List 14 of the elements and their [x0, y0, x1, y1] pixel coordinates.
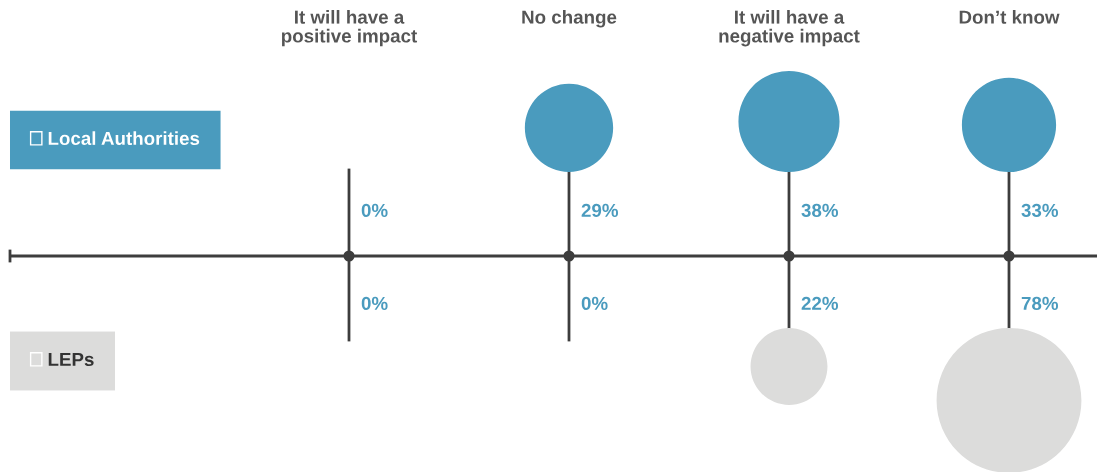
data-label: 0%	[361, 203, 388, 218]
data-label: 0%	[581, 296, 608, 311]
data-label: 38%	[801, 203, 839, 218]
category-label: It will have a positive impact	[281, 10, 418, 47]
data-label: 78%	[1021, 296, 1059, 311]
data-label: 29%	[581, 203, 619, 218]
legend-label: Local Authorities	[48, 131, 200, 146]
category-label: It will have a negative impact	[719, 10, 860, 47]
category-label: Don’t know	[959, 10, 1060, 24]
data-label: 0%	[361, 296, 388, 311]
data-label: 22%	[801, 296, 839, 310]
data-label: 33%	[1021, 203, 1059, 218]
category-label: No change	[522, 10, 617, 28]
legend-label: LEPs	[48, 352, 94, 367]
